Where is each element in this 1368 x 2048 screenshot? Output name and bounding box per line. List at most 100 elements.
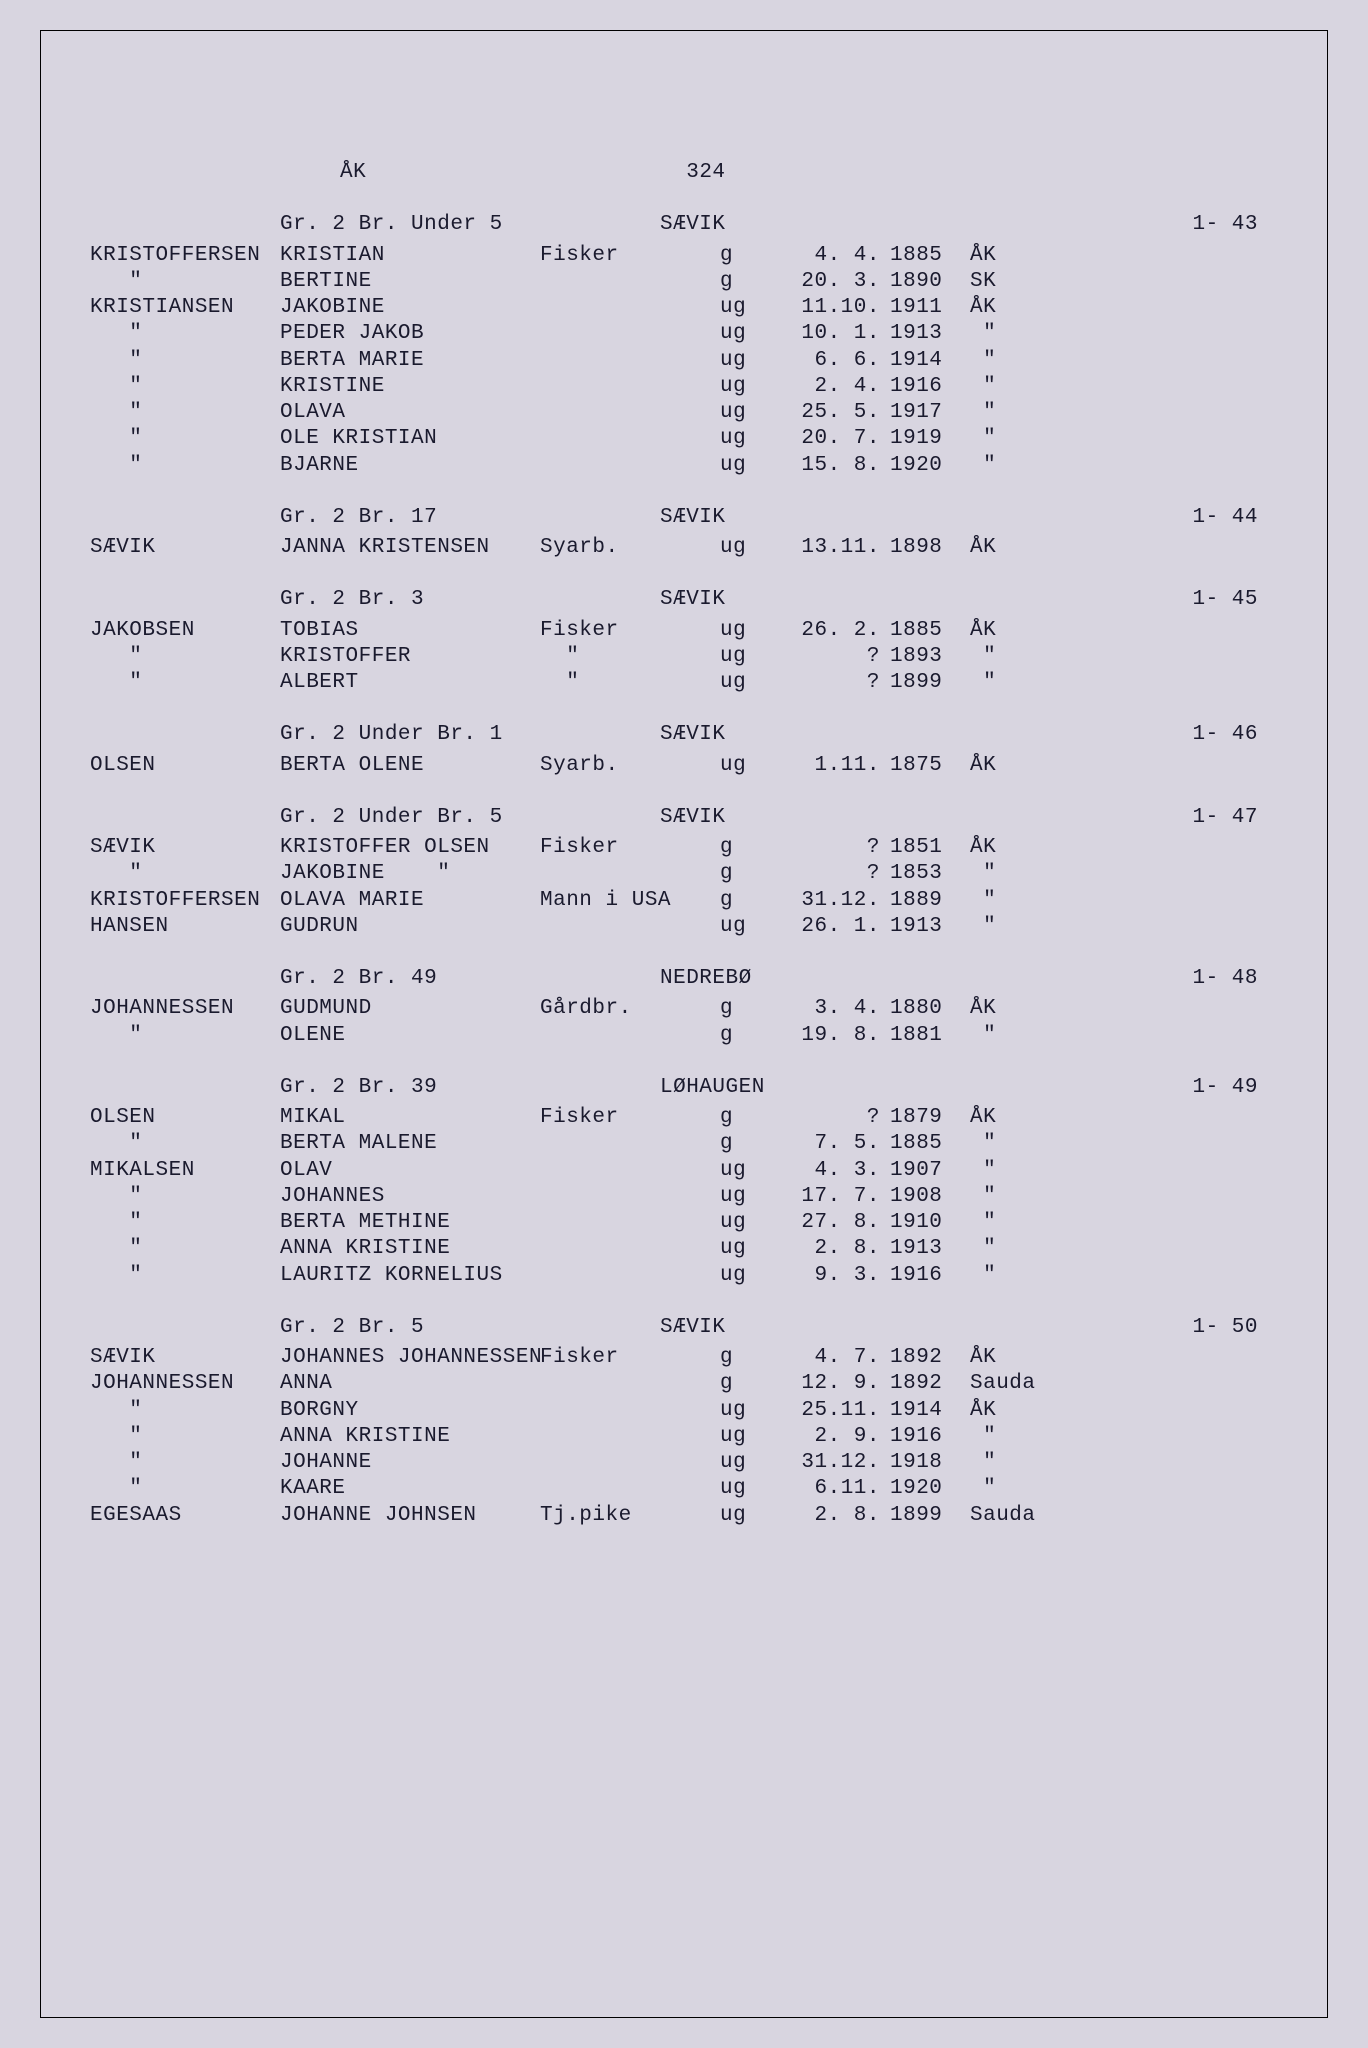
marital-status: ug (720, 753, 770, 779)
record-row: "ANNA KRISTINEug2. 9.1916 " (90, 1424, 1278, 1450)
section-gr: Gr. 2 Br. 17 (280, 505, 660, 531)
birth-date: 26. 1. (770, 914, 890, 940)
marital-status: ug (720, 914, 770, 940)
section-ref: 1- 44 (1020, 505, 1278, 531)
birth-date: 9. 3. (770, 1263, 890, 1289)
birth-year: 1908 (890, 1184, 970, 1210)
location: " (970, 1158, 1070, 1184)
section-header: Gr. 2 Under Br. 5SÆVIK1- 47 (90, 805, 1278, 831)
surname: " (90, 453, 280, 479)
record-row: "BORGNYug25.11.1914ÅK (90, 1398, 1278, 1424)
given-name: JOHANNES JOHANNESSEN (280, 1345, 540, 1371)
birth-date: 2. 9. (770, 1424, 890, 1450)
location: ÅK (970, 996, 1070, 1022)
occupation (540, 1210, 720, 1236)
record-row: JOHANNESSENANNAg12. 9.1892Sauda (90, 1371, 1278, 1397)
surname: " (90, 374, 280, 400)
given-name: KRISTIAN (280, 243, 540, 269)
location: Sauda (970, 1371, 1070, 1397)
surname: JAKOBSEN (90, 618, 280, 644)
birth-date: ? (770, 861, 890, 887)
given-name: MIKAL (280, 1105, 540, 1131)
given-name: ALBERT (280, 670, 540, 696)
birth-year: 1916 (890, 1424, 970, 1450)
section-header: Gr. 2 Br. 17SÆVIK1- 44 (90, 505, 1278, 531)
surname: " (90, 1184, 280, 1210)
given-name: LAURITZ KORNELIUS (280, 1263, 540, 1289)
location: " (970, 453, 1070, 479)
marital-status: g (720, 835, 770, 861)
birth-date: 2. 8. (770, 1503, 890, 1529)
section-header: Gr. 2 Br. Under 5SÆVIK1- 43 (90, 212, 1278, 238)
birth-year: 1920 (890, 1476, 970, 1502)
given-name: JAKOBINE " (280, 861, 540, 887)
record-row: "ANNA KRISTINEug2. 8.1913 " (90, 1236, 1278, 1262)
record-row: JAKOBSENTOBIASFiskerug26. 2.1885ÅK (90, 618, 1278, 644)
marital-status: ug (720, 1503, 770, 1529)
section-ref: 1- 46 (1020, 722, 1278, 748)
birth-date: ? (770, 1105, 890, 1131)
location: ÅK (970, 1105, 1070, 1131)
birth-date: 15. 8. (770, 453, 890, 479)
marital-status: ug (720, 1476, 770, 1502)
surname: " (90, 426, 280, 452)
occupation (540, 1184, 720, 1210)
record-row: "JOHANNEug31.12.1918 " (90, 1450, 1278, 1476)
surname: " (90, 1131, 280, 1157)
birth-date: 4. 4. (770, 243, 890, 269)
section-place: SÆVIK (660, 1315, 1020, 1341)
birth-year: 1899 (890, 1503, 970, 1529)
occupation: " (540, 644, 720, 670)
location: ÅK (970, 618, 1070, 644)
header-spacer (90, 160, 340, 186)
birth-date: 31.12. (770, 888, 890, 914)
surname: " (90, 1023, 280, 1049)
surname: HANSEN (90, 914, 280, 940)
location: ÅK (970, 1398, 1070, 1424)
birth-date: 20. 3. (770, 269, 890, 295)
surname: " (90, 1236, 280, 1262)
location: " (970, 1450, 1070, 1476)
birth-year: 1893 (890, 644, 970, 670)
surname: SÆVIK (90, 535, 280, 561)
location: ÅK (970, 835, 1070, 861)
birth-year: 1875 (890, 753, 970, 779)
birth-date: 17. 7. (770, 1184, 890, 1210)
surname: JOHANNESSEN (90, 996, 280, 1022)
section-header: Gr. 2 Br. 39LØHAUGEN1- 49 (90, 1075, 1278, 1101)
occupation (540, 861, 720, 887)
birth-year: 1913 (890, 321, 970, 347)
record-row: SÆVIKKRISTOFFER OLSENFiskerg?1851ÅK (90, 835, 1278, 861)
given-name: BERTINE (280, 269, 540, 295)
sections-container: Gr. 2 Br. Under 5SÆVIK1- 43 KRISTOFFERSEN… (90, 212, 1278, 1529)
record-row: "KRISTINEug2. 4.1916 " (90, 374, 1278, 400)
marital-status: ug (720, 453, 770, 479)
occupation (540, 348, 720, 374)
birth-year: 1913 (890, 914, 970, 940)
occupation (540, 1424, 720, 1450)
birth-date: 19. 8. (770, 1023, 890, 1049)
surname: " (90, 400, 280, 426)
section-place: LØHAUGEN (660, 1075, 1020, 1101)
given-name: KRISTINE (280, 374, 540, 400)
record-row: KRISTOFFERSENKRISTIANFiskerg4. 4.1885ÅK (90, 243, 1278, 269)
surname: " (90, 1476, 280, 1502)
location: " (970, 426, 1070, 452)
birth-year: 1916 (890, 374, 970, 400)
occupation (540, 914, 720, 940)
section-place: SÆVIK (660, 505, 1020, 531)
page-number: 324 (686, 160, 725, 186)
given-name: BERTA MARIE (280, 348, 540, 374)
section-ref: 1- 48 (1020, 966, 1278, 992)
occupation: Gårdbr. (540, 996, 720, 1022)
location: ÅK (970, 1345, 1070, 1371)
occupation: Fisker (540, 618, 720, 644)
birth-year: 1920 (890, 453, 970, 479)
marital-status: g (720, 1371, 770, 1397)
marital-status: ug (720, 670, 770, 696)
surname: EGESAAS (90, 1503, 280, 1529)
occupation: Tj.pike (540, 1503, 720, 1529)
marital-status: ug (720, 1450, 770, 1476)
surname: " (90, 1450, 280, 1476)
occupation (540, 1023, 720, 1049)
